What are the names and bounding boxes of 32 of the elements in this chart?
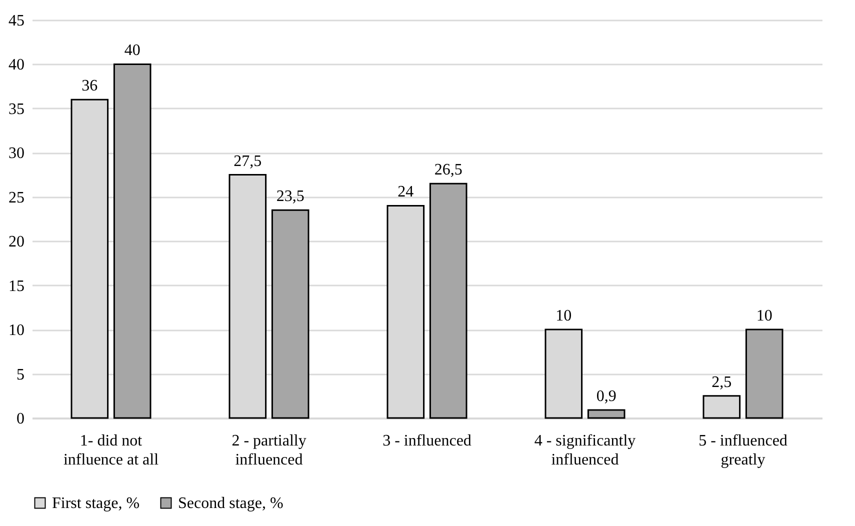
data-label: 10 — [556, 308, 572, 325]
bar — [429, 182, 468, 419]
x-tick-label: 4 - significantly influenced — [534, 432, 636, 468]
bar — [587, 409, 626, 419]
data-label: 23,5 — [276, 188, 304, 206]
x-tick-label: 3 - influenced — [382, 432, 472, 450]
bar — [745, 328, 784, 419]
y-tick-label: 20 — [8, 234, 24, 251]
data-label: 40 — [124, 42, 140, 60]
y-tick-label: 40 — [8, 56, 24, 74]
data-label: 0,9 — [596, 388, 616, 406]
x-tick-label: 5 - influenced greatly — [698, 432, 788, 468]
data-label: 26,5 — [434, 162, 462, 179]
data-label: 2,5 — [712, 374, 732, 391]
y-tick-label: 25 — [8, 189, 24, 206]
y-tick-label: 0 — [16, 410, 24, 428]
bar — [271, 209, 310, 419]
x-tick-label: 1- did not influence at all — [63, 432, 160, 468]
x-tick-label: 2 - partially influenced — [232, 432, 306, 468]
y-tick-label: 10 — [8, 322, 24, 340]
bar — [113, 63, 152, 419]
legend-label: First stage, % — [52, 495, 140, 512]
data-label: 36 — [82, 78, 98, 95]
y-tick-label: 5 — [16, 366, 24, 384]
data-label: 24 — [398, 184, 414, 201]
y-tick-label: 35 — [8, 100, 24, 118]
y-tick-label: 45 — [8, 12, 24, 30]
data-label: 10 — [756, 308, 772, 325]
data-label: 27,5 — [234, 152, 262, 170]
y-tick-label: 15 — [8, 278, 24, 295]
legend-label: Second stage, % — [178, 495, 284, 512]
y-tick-label: 30 — [8, 145, 24, 162]
